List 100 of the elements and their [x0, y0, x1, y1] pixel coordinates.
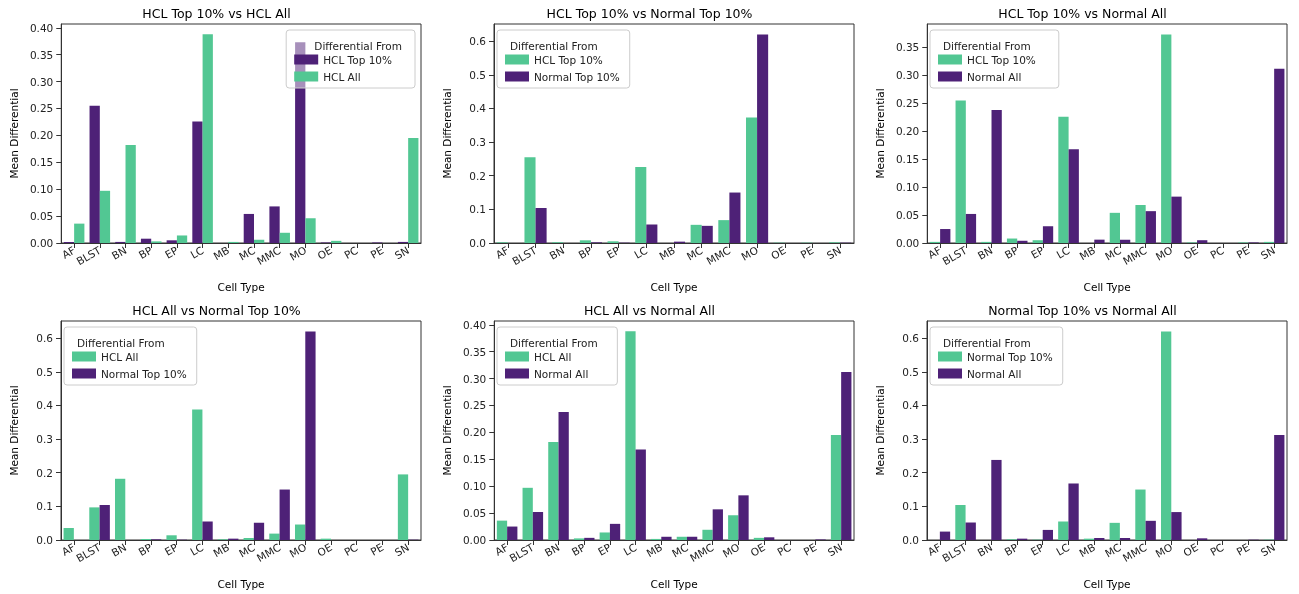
bar	[955, 505, 966, 540]
x-tick-label: PC	[341, 540, 360, 559]
x-tick-label: BN	[109, 243, 129, 262]
bar	[738, 495, 749, 540]
bar	[1274, 435, 1285, 540]
bar	[1109, 522, 1120, 540]
bar	[192, 121, 203, 243]
bar	[1068, 149, 1079, 243]
x-tick-label: PE	[368, 540, 386, 558]
bar	[1119, 537, 1131, 540]
y-tick-label: 0.25	[29, 102, 54, 115]
x-axis-title: Cell Type	[217, 280, 265, 293]
x-tick-label: OE	[1181, 243, 1201, 262]
x-tick-label: MB	[211, 540, 232, 560]
bar	[1068, 483, 1079, 540]
y-tick-label: 0.20	[29, 129, 54, 142]
y-tick-label: 0.15	[462, 453, 487, 466]
bar	[269, 206, 280, 243]
x-tick-label: SN	[1258, 243, 1278, 262]
legend-title: Differential From	[943, 336, 1031, 349]
y-tick-label: 0.30	[462, 372, 487, 385]
bar	[253, 522, 265, 540]
x-tick-label: AF	[925, 540, 943, 558]
y-axis-title: Mean Differential	[7, 88, 20, 179]
bar	[599, 532, 610, 540]
x-tick-label: PE	[1234, 540, 1252, 558]
bar	[548, 442, 559, 540]
bar	[965, 522, 976, 540]
bar	[729, 192, 741, 243]
x-tick-label: MB	[644, 540, 665, 560]
x-tick-label: EP	[604, 243, 622, 261]
legend-title: Differential From	[510, 39, 598, 52]
legend-title: Differential From	[77, 336, 165, 349]
bar	[1161, 331, 1172, 540]
legend-title: Differential From	[510, 336, 598, 349]
bar	[579, 240, 591, 243]
x-tick-label: MO	[287, 540, 309, 560]
y-tick-label: 0.35	[895, 41, 920, 54]
y-tick-label: 0.00	[895, 237, 920, 249]
bar	[991, 459, 1002, 540]
y-axis-title: Mean Differential	[440, 385, 453, 476]
bar	[991, 110, 1002, 243]
x-tick-label: EP	[1028, 243, 1046, 261]
x-tick-label: MO	[287, 243, 309, 263]
x-axis-title: Cell Type	[650, 280, 698, 293]
bar	[1094, 537, 1105, 540]
x-tick-label: MC	[669, 540, 690, 560]
y-tick-label: 0.10	[462, 480, 487, 493]
y-tick-label: 0.30	[29, 75, 54, 88]
legend-label: Normal All	[534, 367, 589, 380]
y-tick-label: 0.5	[902, 365, 919, 378]
y-axis-title: Mean Differential	[873, 88, 886, 179]
y-tick-label: 0.5	[36, 365, 53, 378]
bar	[305, 218, 316, 243]
bar	[635, 166, 647, 243]
x-tick-label: OE	[768, 243, 788, 262]
bar	[646, 224, 658, 243]
x-tick-label: PE	[798, 243, 816, 261]
x-tick-label: MO	[720, 540, 742, 560]
y-tick-label: 0.4	[469, 102, 487, 115]
y-tick-label: 0.00	[29, 237, 54, 249]
bar	[125, 145, 136, 243]
bar	[661, 536, 672, 540]
y-tick-label: 0.00	[462, 534, 487, 546]
bar	[535, 208, 547, 243]
bar	[202, 34, 213, 243]
x-tick-label: MC	[1102, 243, 1123, 263]
bar	[558, 411, 569, 540]
legend-label: HCL All	[534, 350, 572, 363]
bar	[99, 505, 110, 540]
bar	[1042, 226, 1054, 243]
bar	[584, 537, 595, 540]
bar	[202, 521, 213, 540]
bar	[524, 157, 536, 243]
bar	[1135, 205, 1146, 243]
y-tick-label: 0.20	[895, 125, 920, 138]
x-tick-label: LC	[188, 243, 206, 261]
bar	[609, 523, 621, 540]
bar	[728, 515, 739, 540]
bar	[1058, 521, 1069, 540]
y-tick-label: 0.0	[36, 534, 53, 546]
x-tick-label: MC	[236, 243, 257, 263]
x-tick-label: BN	[109, 540, 129, 559]
y-tick-label: 0.1	[902, 500, 919, 513]
bar	[408, 138, 419, 243]
bar	[1171, 512, 1182, 540]
legend-label: HCL Top 10%	[534, 53, 603, 66]
bar	[176, 235, 188, 243]
legend-label: HCL All	[323, 70, 361, 83]
bar	[1197, 240, 1208, 243]
bar	[757, 34, 769, 243]
x-tick-label: PC	[1207, 540, 1226, 559]
bar	[1042, 529, 1053, 540]
x-tick-label: EP	[162, 540, 180, 558]
x-tick-label: OE	[748, 540, 768, 559]
bar	[746, 117, 758, 243]
y-axis-title: Mean Differential	[7, 385, 20, 476]
legend-label: Normal Top 10%	[967, 350, 1053, 363]
bar	[166, 535, 177, 540]
bar	[1109, 212, 1120, 243]
